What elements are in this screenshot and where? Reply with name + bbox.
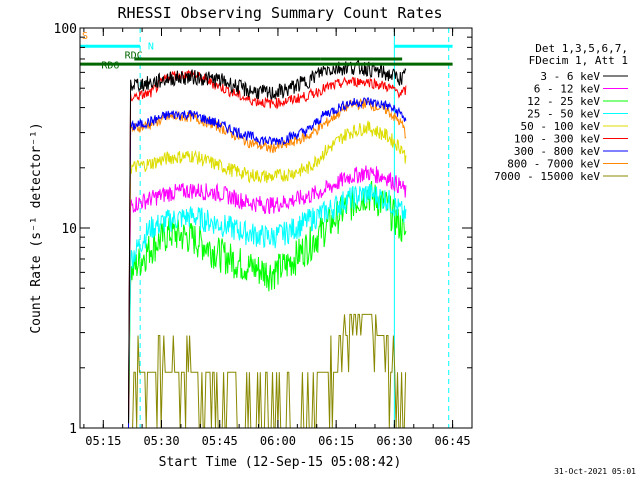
legend-label-4: 50 - 100 keV: [521, 120, 601, 133]
y-tick-label-0: 100: [54, 22, 77, 37]
plot-area: SNRDCRD6: [80, 28, 453, 428]
footer-date: 31-Oct-2021 05:01: [554, 467, 636, 476]
x-tick-label-3: 06:00: [260, 434, 296, 448]
x-tick-label-2: 05:45: [202, 434, 238, 448]
legend-label-6: 300 - 800 keV: [514, 145, 600, 158]
x-tick-label-6: 06:45: [435, 434, 471, 448]
legend-label-7: 800 - 7000 keV: [507, 158, 600, 171]
series-path-8: [128, 313, 407, 428]
series-path-5: [128, 69, 407, 424]
x-tick-label-1: 05:30: [143, 434, 179, 448]
axes: 05:15 05:30 05:45 06:00 06:15 06:30 06:45 100 10…: [54, 22, 473, 448]
legend-header-line-2: FDecim 1, Att 1: [529, 54, 628, 67]
x-axis-label: Start Time (12-Sep-15 05:08:42): [159, 455, 402, 470]
x-tick-label-0: 05:15: [85, 434, 121, 448]
y-tick-label-1: 10: [61, 222, 77, 237]
series-25-50keV: [128, 183, 407, 428]
series-path-2: [128, 180, 407, 428]
series-100-300keV: [128, 69, 407, 424]
series-path-4: [128, 120, 407, 422]
series-50-100keV: [128, 120, 407, 422]
series-12-25keV: [128, 180, 407, 428]
chart-title: RHESSI Observing Summary Count Rates: [117, 4, 442, 22]
flag-label-N: N: [148, 41, 154, 52]
series-6-12keV: [128, 165, 407, 428]
legend-label-1: 6 - 12 keV: [534, 83, 601, 96]
flag-label-RDC: RDC: [125, 50, 143, 61]
series-300-800keV: [128, 96, 407, 428]
flag-label-RD6: RD6: [101, 60, 119, 71]
y-axis-label: Count Rate (s⁻¹ detector⁻¹): [29, 122, 44, 333]
series-path-0: [128, 58, 407, 424]
legend-label-8: 7000 - 15000 keV: [494, 170, 600, 183]
series-path-3: [128, 183, 407, 428]
legend: Det 1,3,5,6,7, FDecim 1, Att 1 3 - 6 keV…: [494, 42, 628, 183]
x-tick-label-4: 06:15: [318, 434, 354, 448]
legend-label-5: 100 - 300 keV: [514, 133, 600, 146]
legend-label-3: 25 - 50 keV: [527, 108, 600, 121]
series-path-1: [128, 165, 407, 428]
series-3-6keV: [128, 58, 407, 424]
y-tick-label-2: 1: [69, 422, 77, 437]
legend-header-line-1: Det 1,3,5,6,7,: [535, 42, 628, 55]
series-7000-15000keV: [128, 313, 407, 428]
legend-label-0: 3 - 6 keV: [540, 70, 600, 83]
series-path-6: [128, 96, 407, 428]
legend-label-2: 12 - 25 keV: [527, 95, 600, 108]
x-tick-label-5: 06:30: [376, 434, 412, 448]
